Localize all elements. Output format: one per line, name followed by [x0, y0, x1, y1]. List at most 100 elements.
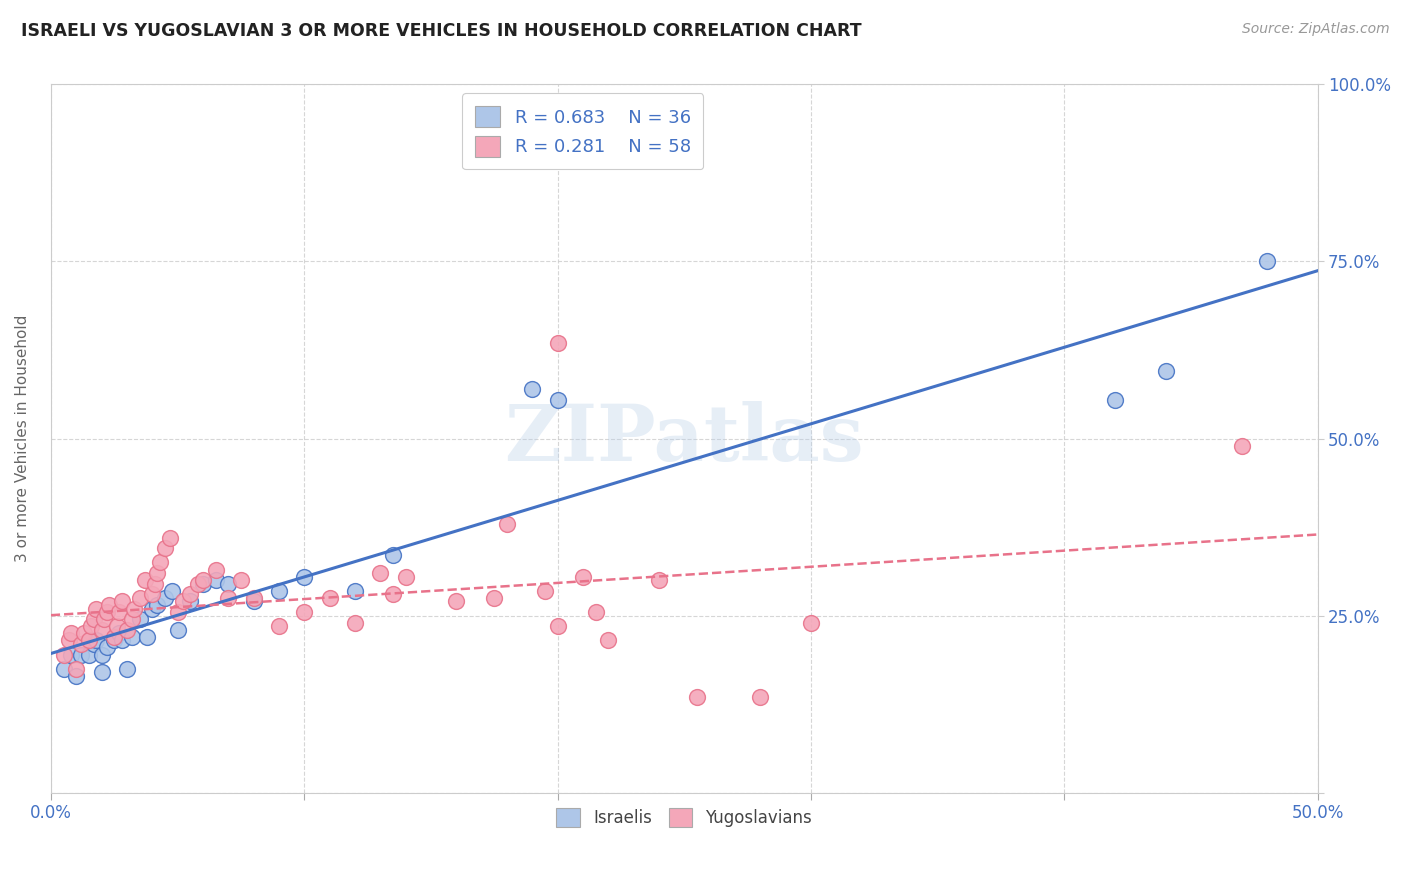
- Point: [242, 594, 264, 608]
- Point: [179, 587, 201, 601]
- Point: [83, 637, 105, 651]
- Point: [124, 601, 146, 615]
- Point: [217, 591, 239, 605]
- Point: [598, 633, 620, 648]
- Point: [52, 662, 75, 676]
- Point: [60, 626, 83, 640]
- Point: [108, 626, 131, 640]
- Point: [70, 637, 93, 651]
- Point: [103, 630, 125, 644]
- Point: [444, 594, 467, 608]
- Point: [1230, 439, 1253, 453]
- Point: [153, 541, 176, 556]
- Point: [547, 335, 569, 350]
- Point: [318, 591, 340, 605]
- Point: [136, 630, 159, 644]
- Point: [141, 587, 163, 601]
- Point: [547, 392, 569, 407]
- Point: [128, 591, 150, 605]
- Point: [77, 648, 100, 662]
- Point: [381, 587, 404, 601]
- Point: [121, 612, 143, 626]
- Legend: Israelis, Yugoslavians: Israelis, Yugoslavians: [550, 801, 818, 834]
- Point: [179, 594, 201, 608]
- Point: [80, 619, 103, 633]
- Point: [86, 633, 108, 648]
- Point: [343, 583, 366, 598]
- Point: [70, 648, 93, 662]
- Point: [96, 605, 118, 619]
- Point: [394, 569, 416, 583]
- Point: [141, 601, 163, 615]
- Point: [482, 591, 505, 605]
- Point: [217, 576, 239, 591]
- Text: Source: ZipAtlas.com: Source: ZipAtlas.com: [1241, 22, 1389, 37]
- Point: [162, 583, 184, 598]
- Point: [572, 569, 595, 583]
- Point: [381, 549, 404, 563]
- Point: [65, 669, 87, 683]
- Point: [166, 605, 188, 619]
- Point: [648, 573, 671, 587]
- Point: [86, 601, 108, 615]
- Point: [159, 531, 181, 545]
- Point: [143, 576, 166, 591]
- Point: [111, 633, 134, 648]
- Point: [1256, 254, 1278, 268]
- Point: [98, 598, 121, 612]
- Point: [146, 598, 169, 612]
- Point: [103, 633, 125, 648]
- Point: [115, 662, 138, 676]
- Point: [134, 573, 156, 587]
- Point: [267, 583, 290, 598]
- Point: [800, 615, 823, 630]
- Point: [191, 576, 214, 591]
- Point: [496, 516, 519, 531]
- Point: [187, 576, 209, 591]
- Point: [73, 626, 96, 640]
- Point: [534, 583, 557, 598]
- Point: [172, 594, 194, 608]
- Text: ZIPatlas: ZIPatlas: [505, 401, 865, 476]
- Point: [749, 690, 772, 704]
- Point: [58, 633, 80, 648]
- Point: [90, 648, 112, 662]
- Point: [292, 605, 315, 619]
- Point: [267, 619, 290, 633]
- Point: [115, 623, 138, 637]
- Point: [242, 591, 264, 605]
- Point: [52, 648, 75, 662]
- Point: [90, 665, 112, 680]
- Text: ISRAELI VS YUGOSLAVIAN 3 OR MORE VEHICLES IN HOUSEHOLD CORRELATION CHART: ISRAELI VS YUGOSLAVIAN 3 OR MORE VEHICLE…: [21, 22, 862, 40]
- Y-axis label: 3 or more Vehicles in Household: 3 or more Vehicles in Household: [15, 315, 30, 562]
- Point: [585, 605, 607, 619]
- Point: [229, 573, 252, 587]
- Point: [111, 594, 134, 608]
- Point: [77, 633, 100, 648]
- Point: [65, 662, 87, 676]
- Point: [90, 623, 112, 637]
- Point: [105, 619, 128, 633]
- Point: [93, 612, 115, 626]
- Point: [191, 573, 214, 587]
- Point: [686, 690, 709, 704]
- Point: [368, 566, 391, 580]
- Point: [153, 591, 176, 605]
- Point: [128, 612, 150, 626]
- Point: [292, 569, 315, 583]
- Point: [1104, 392, 1126, 407]
- Point: [146, 566, 169, 580]
- Point: [83, 612, 105, 626]
- Point: [108, 605, 131, 619]
- Point: [60, 648, 83, 662]
- Point: [96, 640, 118, 655]
- Point: [149, 556, 172, 570]
- Point: [343, 615, 366, 630]
- Point: [522, 382, 544, 396]
- Point: [204, 563, 226, 577]
- Point: [204, 573, 226, 587]
- Point: [121, 630, 143, 644]
- Point: [547, 619, 569, 633]
- Point: [1154, 364, 1177, 378]
- Point: [166, 623, 188, 637]
